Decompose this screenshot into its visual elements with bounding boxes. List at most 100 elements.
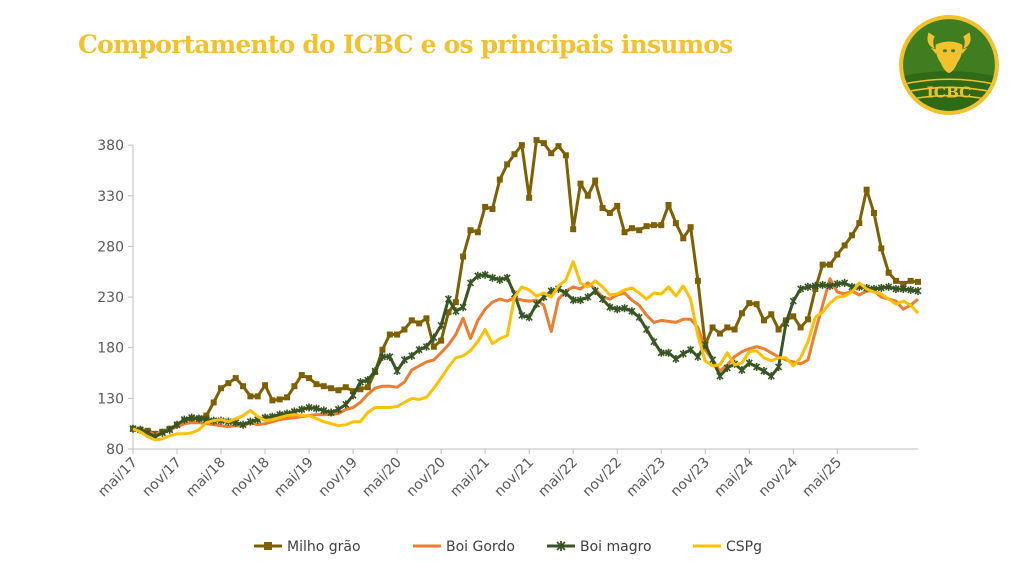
data-point-milho <box>379 346 386 353</box>
data-point-milho <box>885 269 892 276</box>
x-tick-label: nov/21 <box>492 455 537 500</box>
data-point-milho <box>306 375 313 382</box>
data-point-milho <box>416 320 423 327</box>
y-tick-label: 280 <box>97 239 124 255</box>
data-point-boi_magro <box>430 333 438 342</box>
data-point-milho <box>848 232 855 239</box>
data-point-boi_magro <box>415 345 423 354</box>
data-point-boi_magro <box>716 372 724 381</box>
data-point-boi_magro <box>239 420 247 429</box>
data-point-boi_magro <box>914 286 922 295</box>
data-point-milho <box>643 223 650 230</box>
data-point-boi_magro <box>312 404 320 413</box>
data-point-milho <box>511 151 518 158</box>
x-tick-label: mai/19 <box>271 455 317 501</box>
data-point-milho <box>284 394 291 401</box>
data-point-milho <box>804 316 811 323</box>
data-point-boi_magro <box>386 352 394 361</box>
bull-head-icon <box>927 32 971 74</box>
data-point-milho <box>826 261 833 268</box>
data-point-boi_magro <box>459 303 467 312</box>
data-point-milho <box>533 137 540 144</box>
data-point-boi_magro <box>246 417 254 426</box>
data-point-milho <box>775 326 782 333</box>
data-point-milho <box>562 152 569 159</box>
data-point-boi_magro <box>877 283 885 292</box>
data-point-boi_magro <box>738 365 746 374</box>
data-point-boi_magro <box>907 285 915 294</box>
data-point-milho <box>819 261 826 268</box>
data-point-milho <box>672 220 679 227</box>
data-point-milho <box>907 277 914 284</box>
y-tick-label: 130 <box>97 391 124 407</box>
icbc-logo: ICBC <box>899 15 999 115</box>
data-point-milho <box>240 383 247 390</box>
data-point-boi_magro <box>833 279 841 288</box>
x-tick-label: mai/22 <box>535 455 581 501</box>
data-point-boi_magro <box>378 352 387 361</box>
data-point-milho <box>731 326 738 333</box>
data-point-boi_magro <box>775 362 783 371</box>
data-point-milho <box>636 227 643 234</box>
data-point-boi_magro <box>664 348 673 357</box>
data-point-milho <box>724 324 731 331</box>
data-point-milho <box>364 384 371 391</box>
data-point-boi_magro <box>885 282 893 291</box>
data-point-milho <box>401 326 408 333</box>
data-point-milho <box>540 140 547 147</box>
data-point-milho <box>548 150 555 157</box>
data-point-milho <box>269 397 276 404</box>
data-point-boi_magro <box>400 355 409 364</box>
legend-label-boi_gordo: Boi Gordo <box>446 539 515 555</box>
x-tick-label: mai/24 <box>711 454 757 500</box>
data-point-boi_magro <box>709 355 717 364</box>
data-point-milho <box>621 229 628 236</box>
data-point-milho <box>790 313 797 320</box>
y-tick-label: 180 <box>97 341 124 357</box>
data-point-boi_magro <box>173 420 181 429</box>
data-point-milho <box>482 203 489 210</box>
data-point-boi_magro <box>364 376 372 385</box>
data-point-milho <box>526 194 533 201</box>
data-point-milho <box>834 251 841 258</box>
data-point-milho <box>658 222 665 229</box>
x-tick-label: mai/20 <box>359 455 405 501</box>
data-point-boi_magro <box>826 281 834 290</box>
data-point-milho <box>225 380 232 387</box>
legend-label-cspg: CSPg <box>726 539 762 555</box>
data-point-milho <box>892 277 899 284</box>
data-point-milho <box>394 331 401 338</box>
data-point-boi_magro <box>701 340 709 349</box>
data-point-boi_magro <box>841 278 849 287</box>
series-line-cspg <box>132 260 920 442</box>
data-point-milho <box>247 393 254 400</box>
data-point-boi_magro <box>532 300 541 309</box>
data-point-boi_magro <box>408 351 416 360</box>
data-point-boi_magro <box>789 297 797 306</box>
data-point-milho <box>680 235 687 242</box>
data-point-milho <box>276 396 283 403</box>
data-point-milho <box>291 383 298 390</box>
x-tick-label: mai/23 <box>623 455 669 501</box>
data-point-milho <box>716 330 723 337</box>
data-point-milho <box>518 142 525 149</box>
data-point-milho <box>856 220 863 227</box>
data-point-milho <box>203 412 210 419</box>
x-tick-label: mai/25 <box>799 455 845 501</box>
data-point-milho <box>430 343 437 350</box>
data-point-boi_magro <box>393 367 401 376</box>
data-point-milho <box>841 242 848 249</box>
data-point-boi_magro <box>620 304 629 313</box>
data-point-boi_magro <box>576 296 585 305</box>
x-tick-label: mai/18 <box>183 455 229 501</box>
legend-marker-milho <box>264 542 272 550</box>
data-point-milho <box>335 387 342 394</box>
y-tick-label: 380 <box>97 138 124 154</box>
data-point-boi_magro <box>496 275 504 284</box>
data-point-milho <box>694 277 701 284</box>
x-tick-label: nov/18 <box>227 455 272 500</box>
data-point-milho <box>262 382 269 389</box>
data-point-milho <box>709 324 716 331</box>
data-point-boi_magro <box>356 378 364 387</box>
x-tick-label: nov/24 <box>756 454 802 500</box>
